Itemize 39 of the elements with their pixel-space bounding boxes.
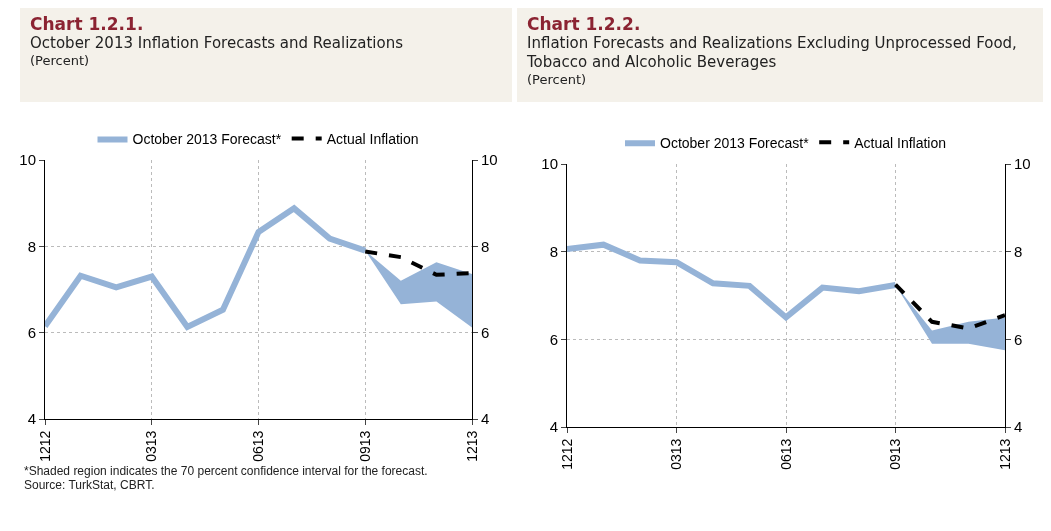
legend-label: Actual Inflation	[854, 134, 947, 151]
y2-tick-label: 6	[1014, 330, 1023, 348]
y-tick-label: 4	[27, 410, 36, 428]
chart-subtitle: Inflation Forecasts and Realizations Excluding Unprocessed Food, Tobacco and Alcoholic Beverages	[527, 34, 1018, 72]
y-tick-label: 8	[27, 237, 36, 255]
y-tick-label: 10	[541, 155, 558, 173]
x-tick-label: 0313	[143, 430, 160, 462]
y-tick-label: 6	[549, 330, 558, 348]
x-tick-label: 0913	[887, 438, 904, 470]
y-tick-label: 6	[27, 323, 36, 341]
y2-tick-label: 4	[481, 410, 490, 428]
x-tick-label: 0313	[668, 438, 685, 470]
y-tick-label: 10	[19, 151, 36, 169]
x-tick-label: 1212	[36, 430, 53, 462]
x-tick-label: 0613	[777, 438, 794, 470]
x-tick-label: 1212	[558, 438, 575, 470]
y2-tick-label: 6	[481, 323, 490, 341]
x-tick-label: 1213	[463, 430, 480, 462]
legend-label: October 2013 Forecast*	[660, 134, 810, 151]
y2-tick-label: 8	[1014, 242, 1023, 260]
chart-title: Chart 1.2.2.	[527, 14, 642, 34]
x-tick-label: 0613	[250, 430, 267, 462]
x-tick-label: 0913	[356, 430, 373, 462]
y-tick-label: 4	[549, 418, 558, 436]
x-tick-label: 1213	[996, 438, 1013, 470]
y2-tick-label: 10	[1014, 155, 1031, 173]
y2-tick-label: 10	[481, 151, 498, 169]
y2-tick-label: 4	[1014, 418, 1023, 436]
y2-tick-label: 8	[481, 237, 490, 255]
y-tick-label: 8	[549, 242, 558, 260]
legend-label: October 2013 Forecast*	[132, 130, 282, 147]
text: *Shaded region indicates the 70 percent confidence interval for the forecast.	[24, 464, 429, 478]
chart-subtitle: October 2013 Inflation Forecasts and Realizations	[30, 34, 404, 53]
line-series	[363, 249, 472, 277]
chart-title: Chart 1.2.1.	[30, 14, 145, 34]
y-axis-title: (Percent)	[30, 53, 91, 68]
y-axis-title: (Percent)	[527, 72, 588, 87]
source-note: Source: TurkStat, CBRT.	[24, 478, 156, 492]
legend-label: Actual Inflation	[326, 130, 419, 147]
